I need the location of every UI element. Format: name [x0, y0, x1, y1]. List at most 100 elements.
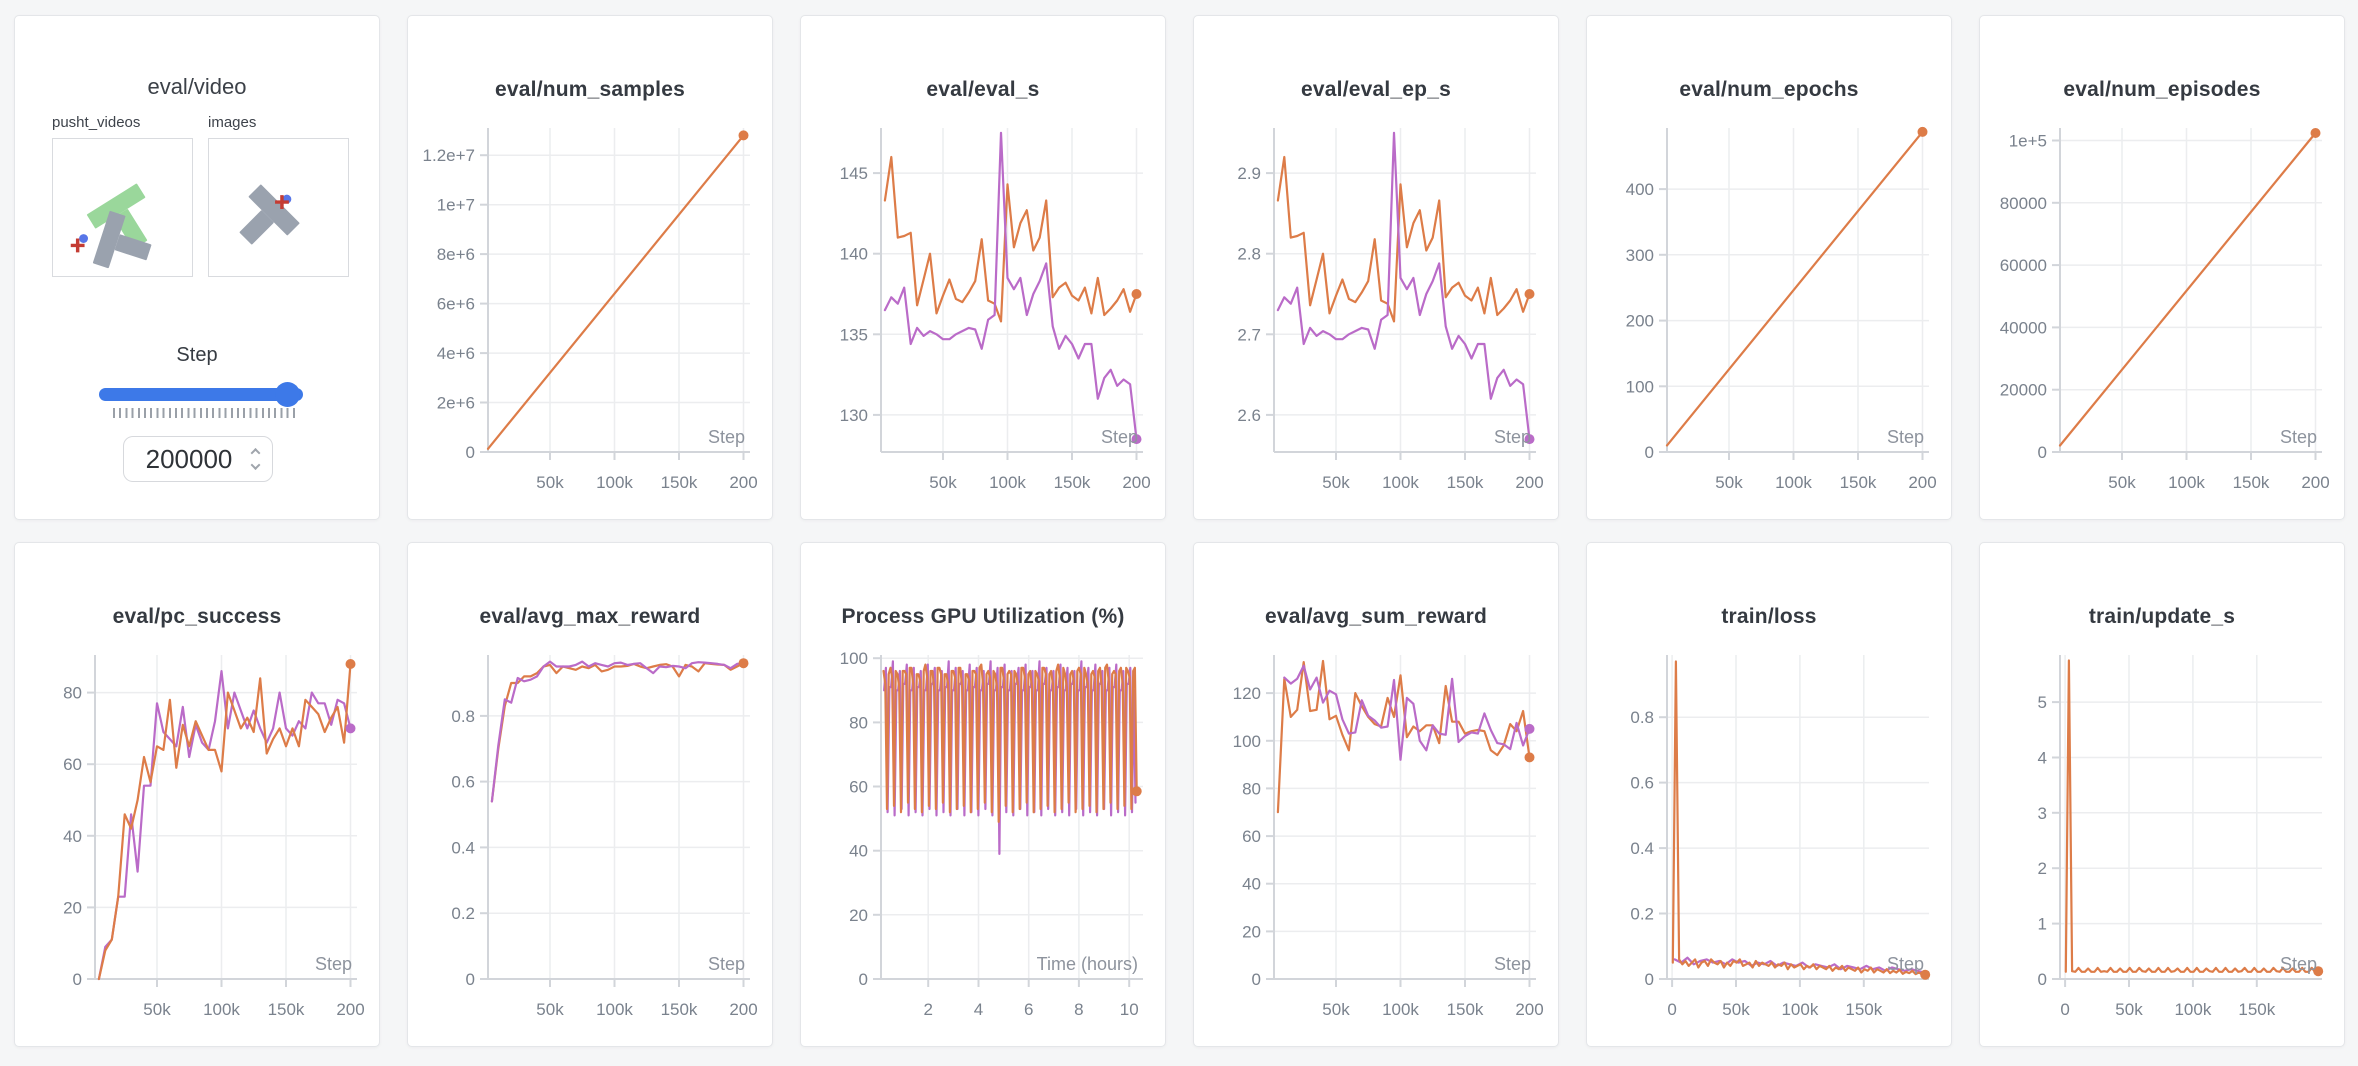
x-tick-label: 150k — [1845, 1000, 1882, 1019]
chart-canvas-train-loss[interactable]: 0 50k 100k 150k 0 0.2 0.4 0.6 0.8 Step — [1587, 543, 1952, 1047]
y-tick-label: 0 — [2038, 443, 2047, 462]
x-axis-label: Step — [1494, 954, 1531, 974]
series-line-orange — [1276, 155, 1531, 323]
series-line-orange — [882, 663, 1138, 823]
y-tick-label: 2.7 — [1237, 325, 1261, 344]
video-thumbnail-images[interactable] — [208, 138, 349, 277]
media-label-pusht-videos: pusht_videos — [52, 114, 141, 131]
y-tick-label: 0.8 — [451, 707, 475, 726]
series-line-purple — [883, 660, 1137, 855]
x-axis-label: Step — [1101, 427, 1138, 447]
series-endpoint-dot-orange — [1917, 126, 1928, 137]
y-tick-label: 3 — [2038, 804, 2047, 823]
y-tick-label: 20 — [63, 898, 82, 917]
series-endpoint-dot-orange — [2313, 966, 2324, 977]
y-tick-label: 2.8 — [1237, 245, 1261, 264]
chart-title: train/update_s — [2088, 605, 2236, 628]
y-tick-label: 60 — [1242, 827, 1261, 846]
y-tick-label: 8e+6 — [437, 245, 475, 264]
series-line-orange — [490, 662, 745, 803]
y-tick-label: 1e+7 — [437, 196, 475, 215]
x-tick-label: 200 — [1515, 473, 1543, 492]
chart-title: eval/avg_sum_reward — [1264, 605, 1488, 628]
x-tick-label: 200 — [1515, 1000, 1543, 1019]
y-tick-label: 130 — [840, 406, 868, 425]
x-tick-label: 150k — [1447, 1000, 1484, 1019]
media-panel-eval-video: eval/video pusht_videos images — [14, 15, 380, 520]
chart-title: train/loss — [1721, 605, 1817, 628]
chart-canvas-eval-num-samples[interactable]: 50k 100k 150k 200 0 2e+6 4e+6 6e+6 8e+6 1e+7 1.2e+… — [408, 16, 773, 520]
series-endpoint-dot-orange — [345, 659, 356, 669]
chart-canvas-eval-avg-sum-reward[interactable]: 50k 100k 150k 200 0 20 40 60 80 100 120 Step — [1194, 543, 1559, 1047]
gray-t-shape — [239, 184, 300, 245]
series-line-purple — [883, 131, 1138, 441]
y-tick-label: 60000 — [2000, 256, 2047, 275]
chart-title: eval/num_samples — [495, 78, 685, 101]
series-endpoint-dot-purple — [345, 723, 356, 734]
y-tick-label: 1.2e+7 — [423, 146, 475, 165]
y-tick-label: 2e+6 — [437, 394, 475, 413]
chart-canvas-eval-eval-s[interactable]: 50k 100k 150k 200 130 135 140 145 Step — [801, 16, 1166, 520]
chart-panel-eval-num-samples: eval/num_samples 50k 100k 150k 200 0 2e+6 4e+6… — [407, 15, 773, 520]
chart-canvas-train-update-s[interactable]: 0 50k 100k 150k 0 1 2 3 4 5 Step — [1980, 543, 2345, 1047]
y-tick-label: 5 — [2038, 693, 2047, 712]
x-tick-label: 10 — [1120, 1000, 1139, 1019]
x-tick-label: 200 — [2301, 473, 2329, 492]
y-tick-label: 40000 — [2000, 318, 2047, 337]
chart-canvas-eval-avg-max-reward[interactable]: 50k 100k 150k 200 0 0.2 0.4 0.6 0.8 Step — [408, 543, 773, 1047]
chart-title: eval/num_epochs — [1679, 78, 1859, 101]
y-tick-label: 120 — [1233, 684, 1261, 703]
y-tick-label: 80000 — [2000, 194, 2047, 213]
chart-panel-process-gpu-utilization: Process GPU Utilization (%) 2 4 6 8 10 0 20 40 6… — [800, 542, 1166, 1047]
series-line-orange — [1665, 130, 1924, 447]
chart-panel-train-update-s: train/update_s 0 50k 100k 150k 0 1 2 3 4 5 Step — [1979, 542, 2345, 1047]
x-tick-label: 150k — [1054, 473, 1091, 492]
series-line-orange — [2058, 131, 2317, 447]
series-endpoint-dot-orange — [1920, 969, 1931, 980]
series-endpoint-dot-purple — [1524, 723, 1535, 734]
x-tick-label: 100k — [203, 1000, 240, 1019]
y-tick-label: 140 — [840, 245, 868, 264]
chart-canvas-eval-eval-ep-s[interactable]: 50k 100k 150k 200 2.6 2.7 2.8 2.9 Step — [1194, 16, 1559, 520]
x-tick-label: 50k — [1722, 1000, 1750, 1019]
y-tick-label: 0.8 — [1630, 708, 1654, 727]
chart-panel-eval-eval-ep-s: eval/eval_ep_s 50k 100k 150k 200 2.6 2.7 2.8 2.… — [1193, 15, 1559, 520]
step-slider-track[interactable] — [99, 388, 303, 401]
y-tick-label: 2.9 — [1237, 164, 1261, 183]
video-thumbnail-pusht-videos[interactable] — [52, 138, 193, 277]
chart-canvas-eval-num-episodes[interactable]: 50k 100k 150k 200 0 20000 40000 60000 80000 1e+5 S… — [1980, 16, 2345, 520]
goal-cross-icon — [70, 238, 85, 253]
stepper-up-icon[interactable] — [250, 448, 261, 458]
y-tick-label: 0 — [466, 970, 475, 989]
step-slider-thumb[interactable] — [275, 382, 300, 407]
chart-canvas-eval-pc-success[interactable]: 50k 100k 150k 200 0 20 40 60 80 Step — [15, 543, 380, 1047]
chart-panel-eval-num-episodes: eval/num_episodes 50k 100k 150k 200 0 20000 40… — [1979, 15, 2345, 520]
x-tick-label: 150k — [2238, 1000, 2275, 1019]
y-tick-label: 0 — [1645, 970, 1654, 989]
step-input[interactable] — [124, 437, 272, 481]
x-tick-label: 200 — [1122, 473, 1150, 492]
y-tick-label: 20 — [1242, 922, 1261, 941]
x-tick-label: 50k — [536, 1000, 564, 1019]
chart-panel-eval-avg-max-reward: eval/avg_max_reward 50k 100k 150k 200 0 0.2 0.… — [407, 542, 773, 1047]
y-tick-label: 100 — [840, 649, 868, 668]
y-tick-label: 0.2 — [451, 904, 475, 923]
series-endpoint-dot-orange — [1131, 786, 1142, 797]
goal-cross-icon — [275, 195, 289, 209]
y-tick-label: 4e+6 — [437, 344, 475, 363]
series-endpoint-dot-purple — [1131, 434, 1142, 445]
y-tick-label: 1e+5 — [2009, 132, 2047, 151]
x-axis-label: Step — [315, 954, 352, 974]
chart-panel-eval-pc-success: eval/pc_success 50k 100k 150k 200 0 20 40 60 80 S… — [14, 542, 380, 1047]
x-tick-label: 100k — [1382, 473, 1419, 492]
y-tick-label: 80 — [63, 684, 82, 703]
pusht-scene-observation-icon — [239, 184, 300, 245]
y-tick-label: 0 — [859, 970, 868, 989]
chart-canvas-eval-num-epochs[interactable]: 50k 100k 150k 200 0 100 200 300 400 Step — [1587, 16, 1952, 520]
x-tick-label: 50k — [143, 1000, 171, 1019]
stepper-down-icon[interactable] — [250, 460, 261, 470]
series-endpoint-dot-orange — [1131, 289, 1142, 299]
y-tick-label: 20 — [849, 906, 868, 925]
